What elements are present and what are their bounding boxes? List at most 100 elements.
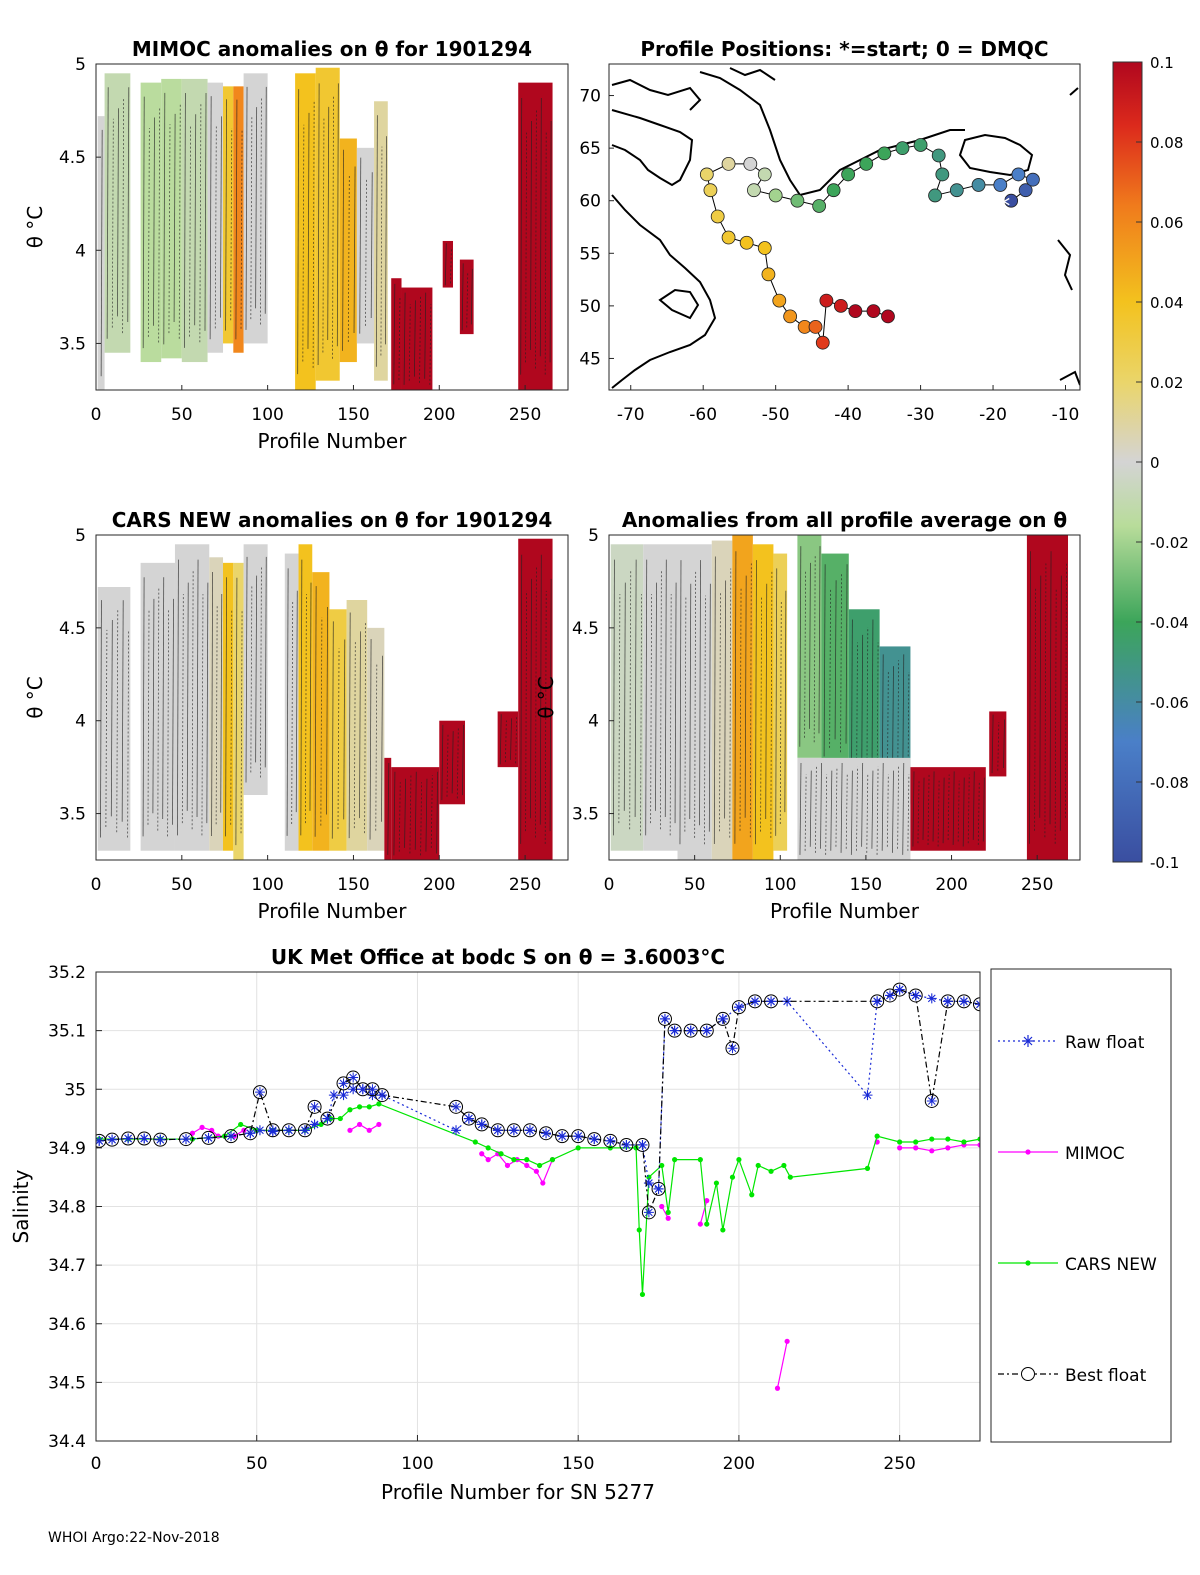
cars-ytick-label: 3.5 <box>59 805 86 825</box>
point-best-float-star <box>926 1095 937 1106</box>
point-best-float-ring <box>297 1123 312 1138</box>
mimoc-contour <box>539 97 542 357</box>
point-cars-new <box>665 1209 671 1215</box>
cars-contour <box>206 582 209 824</box>
point-best-float-star <box>267 1125 278 1136</box>
cars-contour <box>142 577 145 837</box>
profile-marker <box>819 293 834 308</box>
avg-contour <box>1039 575 1042 818</box>
avg-contour <box>813 554 816 743</box>
point-best-float-ring <box>506 1123 521 1138</box>
salinity-panel: 0 50 100 150 200 250 34.4 34.5 34.6 34.7 34.8 34.9 3… <box>9 945 1172 1504</box>
cars-contour <box>504 720 507 763</box>
profile-positions-panel: * -70 -60 -50 -40 -30 -20 -10 45 50 55 60 65 70 Profi… <box>579 37 1081 425</box>
point-best-float-ring <box>265 1123 280 1138</box>
point-best-float-star <box>245 1128 256 1139</box>
cars-contour <box>225 577 228 837</box>
point-mimoc <box>897 1145 903 1151</box>
salinity-ylabel: Salinity <box>9 1169 33 1243</box>
cars-contour <box>121 600 124 822</box>
point-best-float <box>265 1123 280 1138</box>
point-best-float-ring <box>153 1132 168 1147</box>
avg-axes-box <box>608 534 1081 861</box>
profile-marker <box>815 335 830 350</box>
point-cars-new <box>864 1165 871 1171</box>
point-best-float-star <box>605 1135 616 1146</box>
point-cars-new <box>376 1101 382 1107</box>
cars-contour <box>177 559 179 836</box>
point-mimoc <box>659 1203 665 1210</box>
point-cars-new <box>704 1221 710 1227</box>
cars-contour <box>331 621 334 839</box>
avg-contour <box>967 774 970 844</box>
point-mimoc <box>697 1221 703 1227</box>
salinity-ytick-label: 35.1 <box>48 1022 86 1042</box>
mimoc-contour <box>544 132 547 375</box>
avg-contour <box>640 594 642 836</box>
avg-contour <box>655 582 657 811</box>
point-best-float-ring <box>375 1088 390 1103</box>
cars-xtick-label: 200 <box>423 875 455 895</box>
legend-label-cars-new: CARS NEW <box>1065 1255 1157 1275</box>
mimoc-contour <box>413 300 416 377</box>
point-best-float-ring <box>657 1011 672 1026</box>
point-best-float-star <box>367 1084 378 1095</box>
point-mimoc <box>479 1151 485 1157</box>
point-best-float-star <box>254 1087 265 1098</box>
mimoc-band-3 <box>161 78 182 359</box>
point-best-float <box>522 1123 537 1138</box>
cars-band-10 <box>329 609 347 851</box>
point-best-float-star <box>338 1078 349 1089</box>
positions-ytick-label: 70 <box>579 87 601 107</box>
mimoc-band-14 <box>391 278 402 390</box>
point-best-float-star <box>203 1132 214 1143</box>
mimoc-title: MIMOC anomalies on θ for 1901294 <box>132 37 532 61</box>
cars-contour <box>264 556 267 768</box>
point-best-float-star <box>727 1043 738 1054</box>
profile-marker <box>699 167 714 182</box>
point-best-float-star <box>299 1125 310 1136</box>
avg-contour <box>684 595 687 832</box>
avg-band-13 <box>989 711 1007 777</box>
salinity-ytick-label: 35 <box>64 1080 86 1100</box>
mimoc-contour <box>168 124 171 334</box>
cars-contour <box>215 604 218 825</box>
avg-contour <box>645 559 648 836</box>
series-line-best-float <box>99 988 980 1213</box>
series-line-raw-float <box>99 988 980 1190</box>
salinity-ytick-label: 35.2 <box>48 963 86 983</box>
cars-contour <box>100 600 102 838</box>
mimoc-contour <box>240 129 243 329</box>
cars-band-5 <box>233 562 244 860</box>
mimoc-contour <box>214 126 217 329</box>
point-cars-new <box>736 1157 742 1163</box>
avg-contour <box>704 595 706 845</box>
mimoc-contour <box>111 118 114 328</box>
avg-contour <box>760 595 763 832</box>
point-best-float-ring <box>490 1123 505 1138</box>
mimoc-xtick-label: 200 <box>423 405 455 425</box>
point-best-float <box>603 1133 618 1148</box>
point-best-float <box>252 1085 267 1100</box>
avg-contour <box>734 551 737 844</box>
point-best-float-star <box>910 990 921 1001</box>
legend-label-mimoc: MIMOC <box>1065 1144 1125 1164</box>
point-best-float-star <box>958 996 969 1007</box>
cars-contour <box>300 559 303 836</box>
mimoc-contour <box>359 157 362 334</box>
point-best-float-star <box>701 1025 712 1036</box>
avg-contour <box>942 777 945 844</box>
positions-ytick-label: 55 <box>579 244 601 264</box>
cars-contour <box>167 609 170 837</box>
point-best-float-star <box>309 1101 320 1112</box>
colorbar-tick-label: -0.02 <box>1150 534 1189 552</box>
point-cars-new <box>787 1174 793 1180</box>
avg-contour <box>972 771 975 840</box>
point-cars-new <box>511 1157 517 1163</box>
mimoc-ylabel: θ °C <box>23 206 47 249</box>
salinity-xtick-label: 250 <box>883 1454 915 1474</box>
avg-contour <box>770 571 773 838</box>
profile-marker <box>757 167 772 182</box>
cars-ytick-label: 4.5 <box>59 619 86 639</box>
avg-contour <box>634 559 637 818</box>
